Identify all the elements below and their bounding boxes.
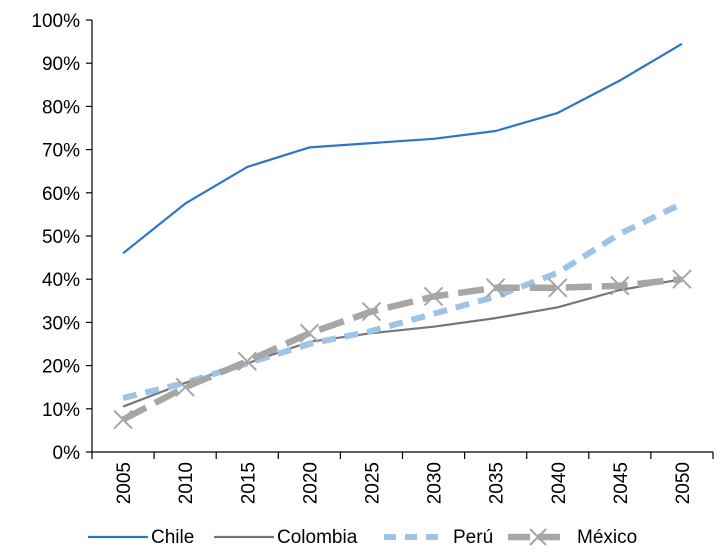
x-tick-label: 2025 [362,462,383,504]
legend-item-chile: Chile [88,527,194,548]
y-tick-label: 30% [42,313,80,334]
y-tick-label: 60% [42,184,80,205]
y-tick-label: 40% [42,270,80,291]
y-tick-label: 70% [42,141,80,162]
x-tick-label: 2040 [549,462,570,504]
y-tick-label: 0% [53,443,81,464]
y-tick-label: 20% [42,357,80,378]
x-tick-label: 2045 [611,462,632,504]
series-lines [123,44,682,420]
legend-item-per: Perú [384,527,493,548]
x-tick-label: 2020 [300,462,321,504]
y-tick-label: 100% [31,11,80,32]
legend-label: Perú [453,527,493,548]
x-tick-label: 2035 [487,462,508,504]
y-tick-label: 10% [42,400,80,421]
series-line-mxico [123,279,682,419]
x-tick-label: 2015 [238,462,259,504]
legend-label: Chile [151,527,194,548]
x-tick-label: 2050 [673,462,694,504]
y-tick-label: 80% [42,97,80,118]
legend-label: México [577,527,637,548]
legend-label: Colombia [277,527,358,548]
y-tick-label: 90% [42,54,80,75]
legend-item-colombia: Colombia [214,527,358,548]
x-tick-label: 2030 [425,462,446,504]
x-tick-label: 2005 [114,462,135,504]
series-line-colombia [123,279,682,406]
x-tick-label: 2010 [176,462,197,504]
legend: Chile Colombia Perú México [88,527,637,548]
series-markers [114,44,691,429]
y-tick-label: 50% [42,227,80,248]
legend-item-mxico: México [508,527,637,548]
series-line-chile [123,44,682,254]
